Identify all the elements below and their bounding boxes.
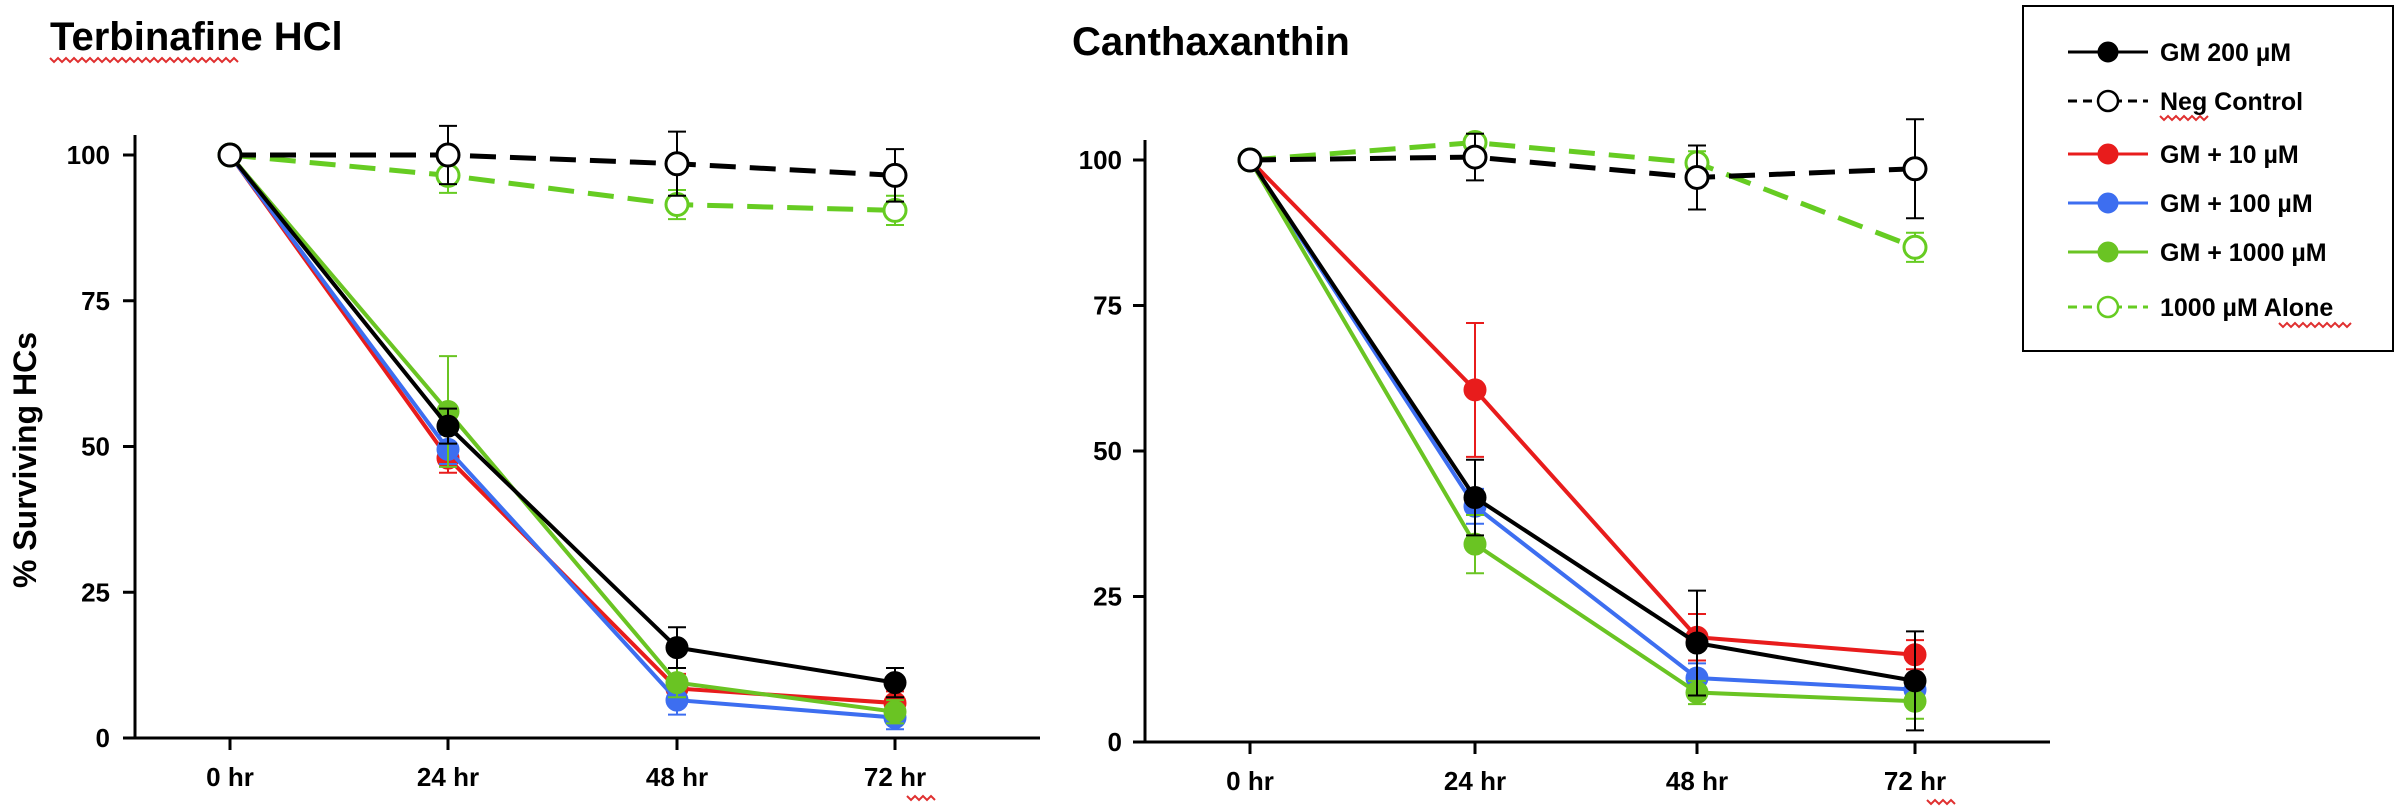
data-point (665, 671, 689, 695)
spellcheck-underline-legend (2278, 321, 2352, 329)
y-tick-label: 0 (1108, 727, 1122, 757)
legend-item-1000-um-alone: 1000 µM Alone (2068, 294, 2333, 322)
spellcheck-underline-legend (2159, 114, 2209, 122)
series-neg-control (217, 124, 908, 203)
data-point (1903, 669, 1927, 693)
y-tick-label: 75 (1093, 291, 1122, 321)
y-tick-label: 75 (81, 286, 110, 316)
legend-marker (2096, 89, 2120, 113)
panel-title-terbinafine: Terbinafine HCl (50, 15, 343, 59)
plot-area-terbinafine: 0 25 50 75 100 0 hr 24 hr 48 hr 72 hr (67, 124, 1040, 802)
data-point (1902, 156, 1928, 182)
legend-marker (2097, 241, 2119, 263)
data-point (664, 151, 690, 177)
series-line (228, 153, 896, 685)
series-gm-1000-um (1238, 148, 1927, 720)
series-line (229, 152, 896, 213)
x-tick-label: 48 hr (646, 762, 708, 792)
y-tick-label: 50 (81, 432, 110, 462)
y-tick-label: 100 (67, 140, 110, 170)
data-point (217, 142, 243, 168)
x-tick-label: 24 hr (417, 762, 479, 792)
legend-label: GM + 1000 µM (2160, 239, 2327, 267)
data-point (1685, 631, 1709, 655)
data-point (1463, 486, 1487, 510)
series-line (1248, 158, 1916, 657)
legend-label: 1000 µM Alone (2160, 294, 2333, 322)
plot-area-canthaxanthin: 0 25 50 75 100 0 hr 24 hr 48 hr 72 hr (1079, 118, 2050, 806)
data-point (882, 162, 908, 188)
legend-item-gm-1000-um: GM + 1000 µM (2068, 239, 2327, 267)
panel-terbinafine: Terbinafine HCl % Surviving HCs 0 25 50 75 1… (7, 15, 1040, 802)
series-line (1249, 154, 1916, 180)
y-tick-label: 0 (96, 723, 110, 753)
spellcheck-underline-terbinafine (49, 56, 239, 64)
series-neg-control (1237, 118, 1928, 220)
data-point (436, 414, 460, 438)
series-1000-um-alone (1237, 130, 1928, 263)
x-tick-label: 72 hr (864, 762, 926, 792)
legend-item-gm-200-um: GM 200 µM (2068, 39, 2291, 67)
data-point (1237, 147, 1263, 173)
x-tick-label: 0 hr (1226, 766, 1274, 796)
y-tick-label: 50 (1093, 436, 1122, 466)
data-point (1463, 378, 1487, 402)
data-point (665, 636, 689, 660)
legend-item-gm-100-um: GM + 100 µM (2068, 190, 2313, 218)
data-point (1902, 234, 1928, 260)
legend: GM 200 µM Neg Control GM + 10 µM GM + 100 µ… (2022, 5, 2394, 352)
legend-marker (2097, 143, 2119, 165)
y-tick-label: 25 (81, 577, 110, 607)
x-tick-label: 72 hr (1884, 766, 1946, 796)
panel-canthaxanthin: Canthaxanthin 0 25 50 75 100 0 hr 24 hr 48 hr 72… (1072, 20, 2050, 806)
data-point (1462, 144, 1488, 170)
legend-marker (2097, 192, 2119, 214)
y-axis-label: % Surviving HCs (7, 332, 43, 588)
series-gm-1000-um (218, 143, 907, 725)
legend-items: GM 200 µM Neg Control GM + 10 µM GM + 100 µ… (2068, 39, 2352, 329)
series-line (230, 152, 896, 178)
data-point (883, 671, 907, 695)
spellcheck-underline (1926, 798, 1956, 806)
y-tick-label: 100 (1079, 145, 1122, 175)
series-gm-10-um (218, 143, 907, 716)
series-gm-200-um (1238, 148, 1927, 732)
legend-label: Neg Control (2160, 88, 2303, 116)
data-point (435, 142, 461, 168)
data-point (1463, 532, 1487, 556)
data-point (882, 197, 908, 223)
legend-item-neg-control: Neg Control (2068, 88, 2303, 116)
legend-box (2022, 5, 2394, 352)
series-gm-200-um (218, 143, 907, 699)
series-line (1248, 158, 1916, 692)
series-line (228, 153, 896, 706)
series-gm-100-um (1238, 148, 1927, 706)
x-tick-label: 48 hr (1666, 766, 1728, 796)
legend-marker (2097, 41, 2119, 63)
data-point (664, 192, 690, 218)
data-point (883, 700, 907, 724)
legend-item-gm-10-um: GM + 10 µM (2068, 141, 2299, 169)
legend-label: GM 200 µM (2160, 39, 2291, 67)
series-line (1249, 140, 1916, 250)
legend-label: GM + 10 µM (2160, 141, 2299, 169)
series-line (1248, 158, 1916, 683)
series-line (1248, 158, 1916, 704)
x-tick-label: 0 hr (206, 762, 254, 792)
data-point (1684, 164, 1710, 190)
spellcheck-underline (906, 794, 936, 802)
x-tick-label: 24 hr (1444, 766, 1506, 796)
legend-label: GM + 100 µM (2160, 190, 2313, 218)
series-line (228, 153, 896, 720)
legend-marker (2096, 295, 2120, 319)
series-line (228, 153, 896, 714)
y-tick-label: 25 (1093, 582, 1122, 612)
panel-title-canthaxanthin: Canthaxanthin (1072, 20, 1350, 64)
series-gm-100-um (218, 143, 907, 731)
